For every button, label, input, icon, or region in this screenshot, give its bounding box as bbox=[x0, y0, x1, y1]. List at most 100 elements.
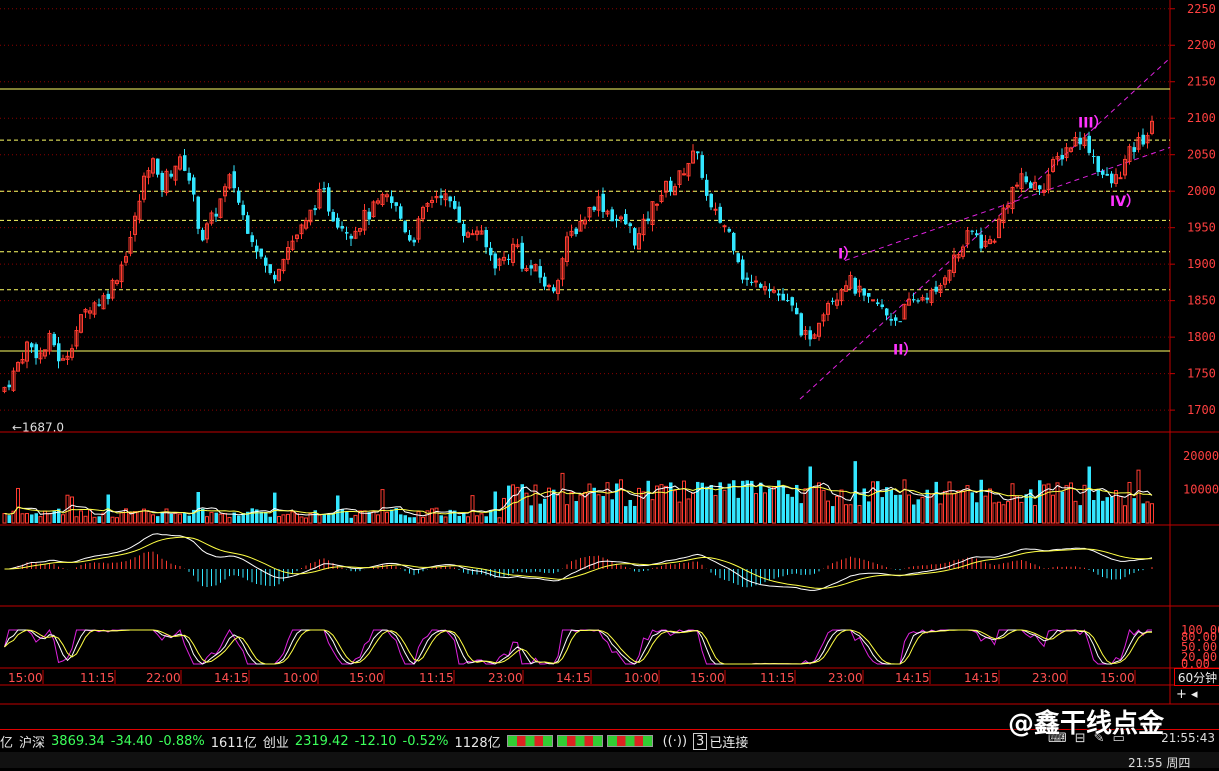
volume-bar bbox=[723, 490, 726, 523]
volume-bar bbox=[152, 515, 155, 523]
volume-bar bbox=[624, 506, 628, 523]
volume-bar bbox=[660, 485, 663, 523]
x-tick-label: 10:00 bbox=[283, 671, 318, 685]
candle-body bbox=[440, 195, 444, 198]
volume-bar bbox=[768, 488, 772, 523]
volume-bar bbox=[764, 493, 767, 523]
candle-body bbox=[264, 258, 268, 266]
volume-bar bbox=[147, 511, 150, 523]
volume-bar bbox=[399, 514, 403, 523]
candle-body bbox=[521, 243, 525, 269]
volume-bar bbox=[1133, 498, 1137, 523]
candle-body bbox=[1025, 176, 1029, 182]
candle-body bbox=[255, 246, 259, 252]
candle-body bbox=[485, 230, 489, 247]
volume-bar bbox=[251, 508, 255, 523]
x-tick-label: 11:15 bbox=[760, 671, 795, 685]
volume-bar bbox=[818, 483, 821, 523]
volume-bar bbox=[989, 489, 992, 523]
candle-body bbox=[1110, 174, 1114, 184]
wave-label: I） bbox=[838, 246, 857, 262]
volume-bar bbox=[998, 502, 1001, 523]
volume-bar bbox=[296, 514, 299, 523]
volume-bar bbox=[291, 512, 294, 523]
volume-bar bbox=[674, 491, 677, 523]
candle-body bbox=[273, 275, 277, 280]
candle-body bbox=[755, 281, 758, 282]
candle-body bbox=[863, 288, 867, 295]
candle-body bbox=[1079, 138, 1083, 145]
volume-bar bbox=[120, 513, 123, 523]
volume-bar bbox=[971, 492, 975, 523]
candle-body bbox=[458, 207, 462, 223]
volume-bar bbox=[1151, 504, 1154, 523]
volume-bar bbox=[1101, 501, 1105, 523]
volume-bar bbox=[273, 493, 277, 523]
y-tick-label: 2000 bbox=[1187, 184, 1216, 198]
volume-bar bbox=[462, 512, 466, 523]
volume-bar bbox=[611, 499, 615, 523]
volume-bar bbox=[188, 516, 192, 523]
candle-body bbox=[611, 209, 615, 221]
volume-bar bbox=[1088, 467, 1092, 523]
volume-bar bbox=[206, 517, 209, 523]
x-tick-label: 10:00 bbox=[624, 671, 659, 685]
volume-bar bbox=[557, 494, 560, 523]
volume-bar bbox=[948, 482, 951, 523]
volume-bar bbox=[170, 514, 174, 523]
volume-bar bbox=[953, 494, 956, 523]
candle-body bbox=[471, 234, 474, 235]
candle-body bbox=[408, 235, 412, 240]
volume-bar bbox=[800, 503, 804, 523]
candle-body bbox=[242, 205, 246, 215]
candle-body bbox=[993, 241, 996, 242]
volume-bar bbox=[651, 500, 654, 523]
candle-body bbox=[629, 223, 633, 226]
index2-name[interactable]: 创业 bbox=[263, 732, 289, 751]
x-tick-label: 14:15 bbox=[556, 671, 591, 685]
candle-body bbox=[215, 214, 219, 217]
volume-bar bbox=[791, 497, 795, 523]
candle-body bbox=[1097, 156, 1101, 172]
volume-bar bbox=[885, 487, 889, 523]
index2-change: -12.10 bbox=[355, 734, 397, 749]
candle-body bbox=[728, 229, 732, 232]
candle-body bbox=[399, 206, 403, 218]
volume-bar bbox=[894, 495, 898, 523]
volume-bar bbox=[345, 511, 349, 523]
candle-body bbox=[854, 278, 858, 294]
volume-bar bbox=[494, 492, 498, 523]
candlesticks bbox=[3, 116, 1154, 394]
zoom-buttons[interactable]: + ◂ bbox=[1176, 687, 1219, 703]
volume-bar bbox=[156, 516, 160, 523]
volume-bar bbox=[831, 506, 835, 523]
period-selector[interactable]: 60分钟 bbox=[1174, 668, 1219, 686]
volume-bar bbox=[224, 514, 227, 523]
volume-bar bbox=[80, 511, 83, 523]
volume-bar bbox=[39, 517, 42, 523]
volume-bar bbox=[602, 496, 606, 523]
volume-bar bbox=[579, 495, 582, 523]
macd-dif bbox=[5, 534, 1153, 591]
volume-bar bbox=[219, 514, 222, 523]
volume-bar bbox=[35, 513, 39, 523]
volume-bar bbox=[93, 517, 96, 523]
y-tick-label: 1850 bbox=[1187, 294, 1216, 308]
volume-bar bbox=[1119, 497, 1122, 523]
index1-name[interactable]: 沪深 bbox=[19, 732, 45, 751]
volume-bar bbox=[876, 481, 880, 523]
candle-body bbox=[251, 235, 255, 242]
candle-body bbox=[917, 300, 921, 301]
osc-k bbox=[5, 630, 1153, 664]
volume-bar bbox=[179, 514, 182, 523]
candle-body bbox=[732, 233, 736, 251]
status-prefix: 亿 bbox=[0, 732, 13, 751]
volume-bar bbox=[1137, 470, 1140, 523]
volume-bar bbox=[458, 516, 462, 523]
candle-body bbox=[237, 191, 241, 203]
volume-bar bbox=[278, 517, 281, 523]
x-tick-label: 22:00 bbox=[146, 671, 181, 685]
volume-bar bbox=[44, 511, 47, 523]
volume-bar bbox=[543, 499, 547, 523]
